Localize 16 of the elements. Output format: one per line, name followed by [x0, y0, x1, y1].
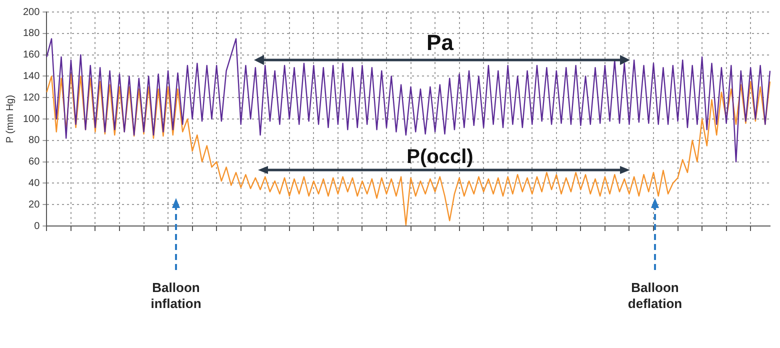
y-tick-label: 200	[22, 6, 40, 18]
text: Balloon inflation	[150, 280, 202, 312]
y-tick-label: 100	[22, 114, 40, 125]
y-tick-label: 160	[22, 50, 40, 61]
y-tick-label: 120	[22, 92, 40, 104]
y-tick-label: 20	[28, 199, 40, 210]
y-tick-label: 40	[28, 178, 40, 189]
y-tick-label: 140	[22, 70, 40, 82]
y-tick-label: 0	[34, 220, 40, 232]
y-tick-label: 80	[28, 135, 40, 146]
series-label: P(occl)	[406, 146, 474, 169]
y-tick-label: 180	[22, 28, 40, 40]
y-axis-title: P (mm Hg)	[4, 94, 16, 144]
series-label: Pa	[426, 30, 455, 56]
text: Balloon deflation	[626, 280, 684, 312]
y-tick-label: 60	[28, 156, 40, 168]
